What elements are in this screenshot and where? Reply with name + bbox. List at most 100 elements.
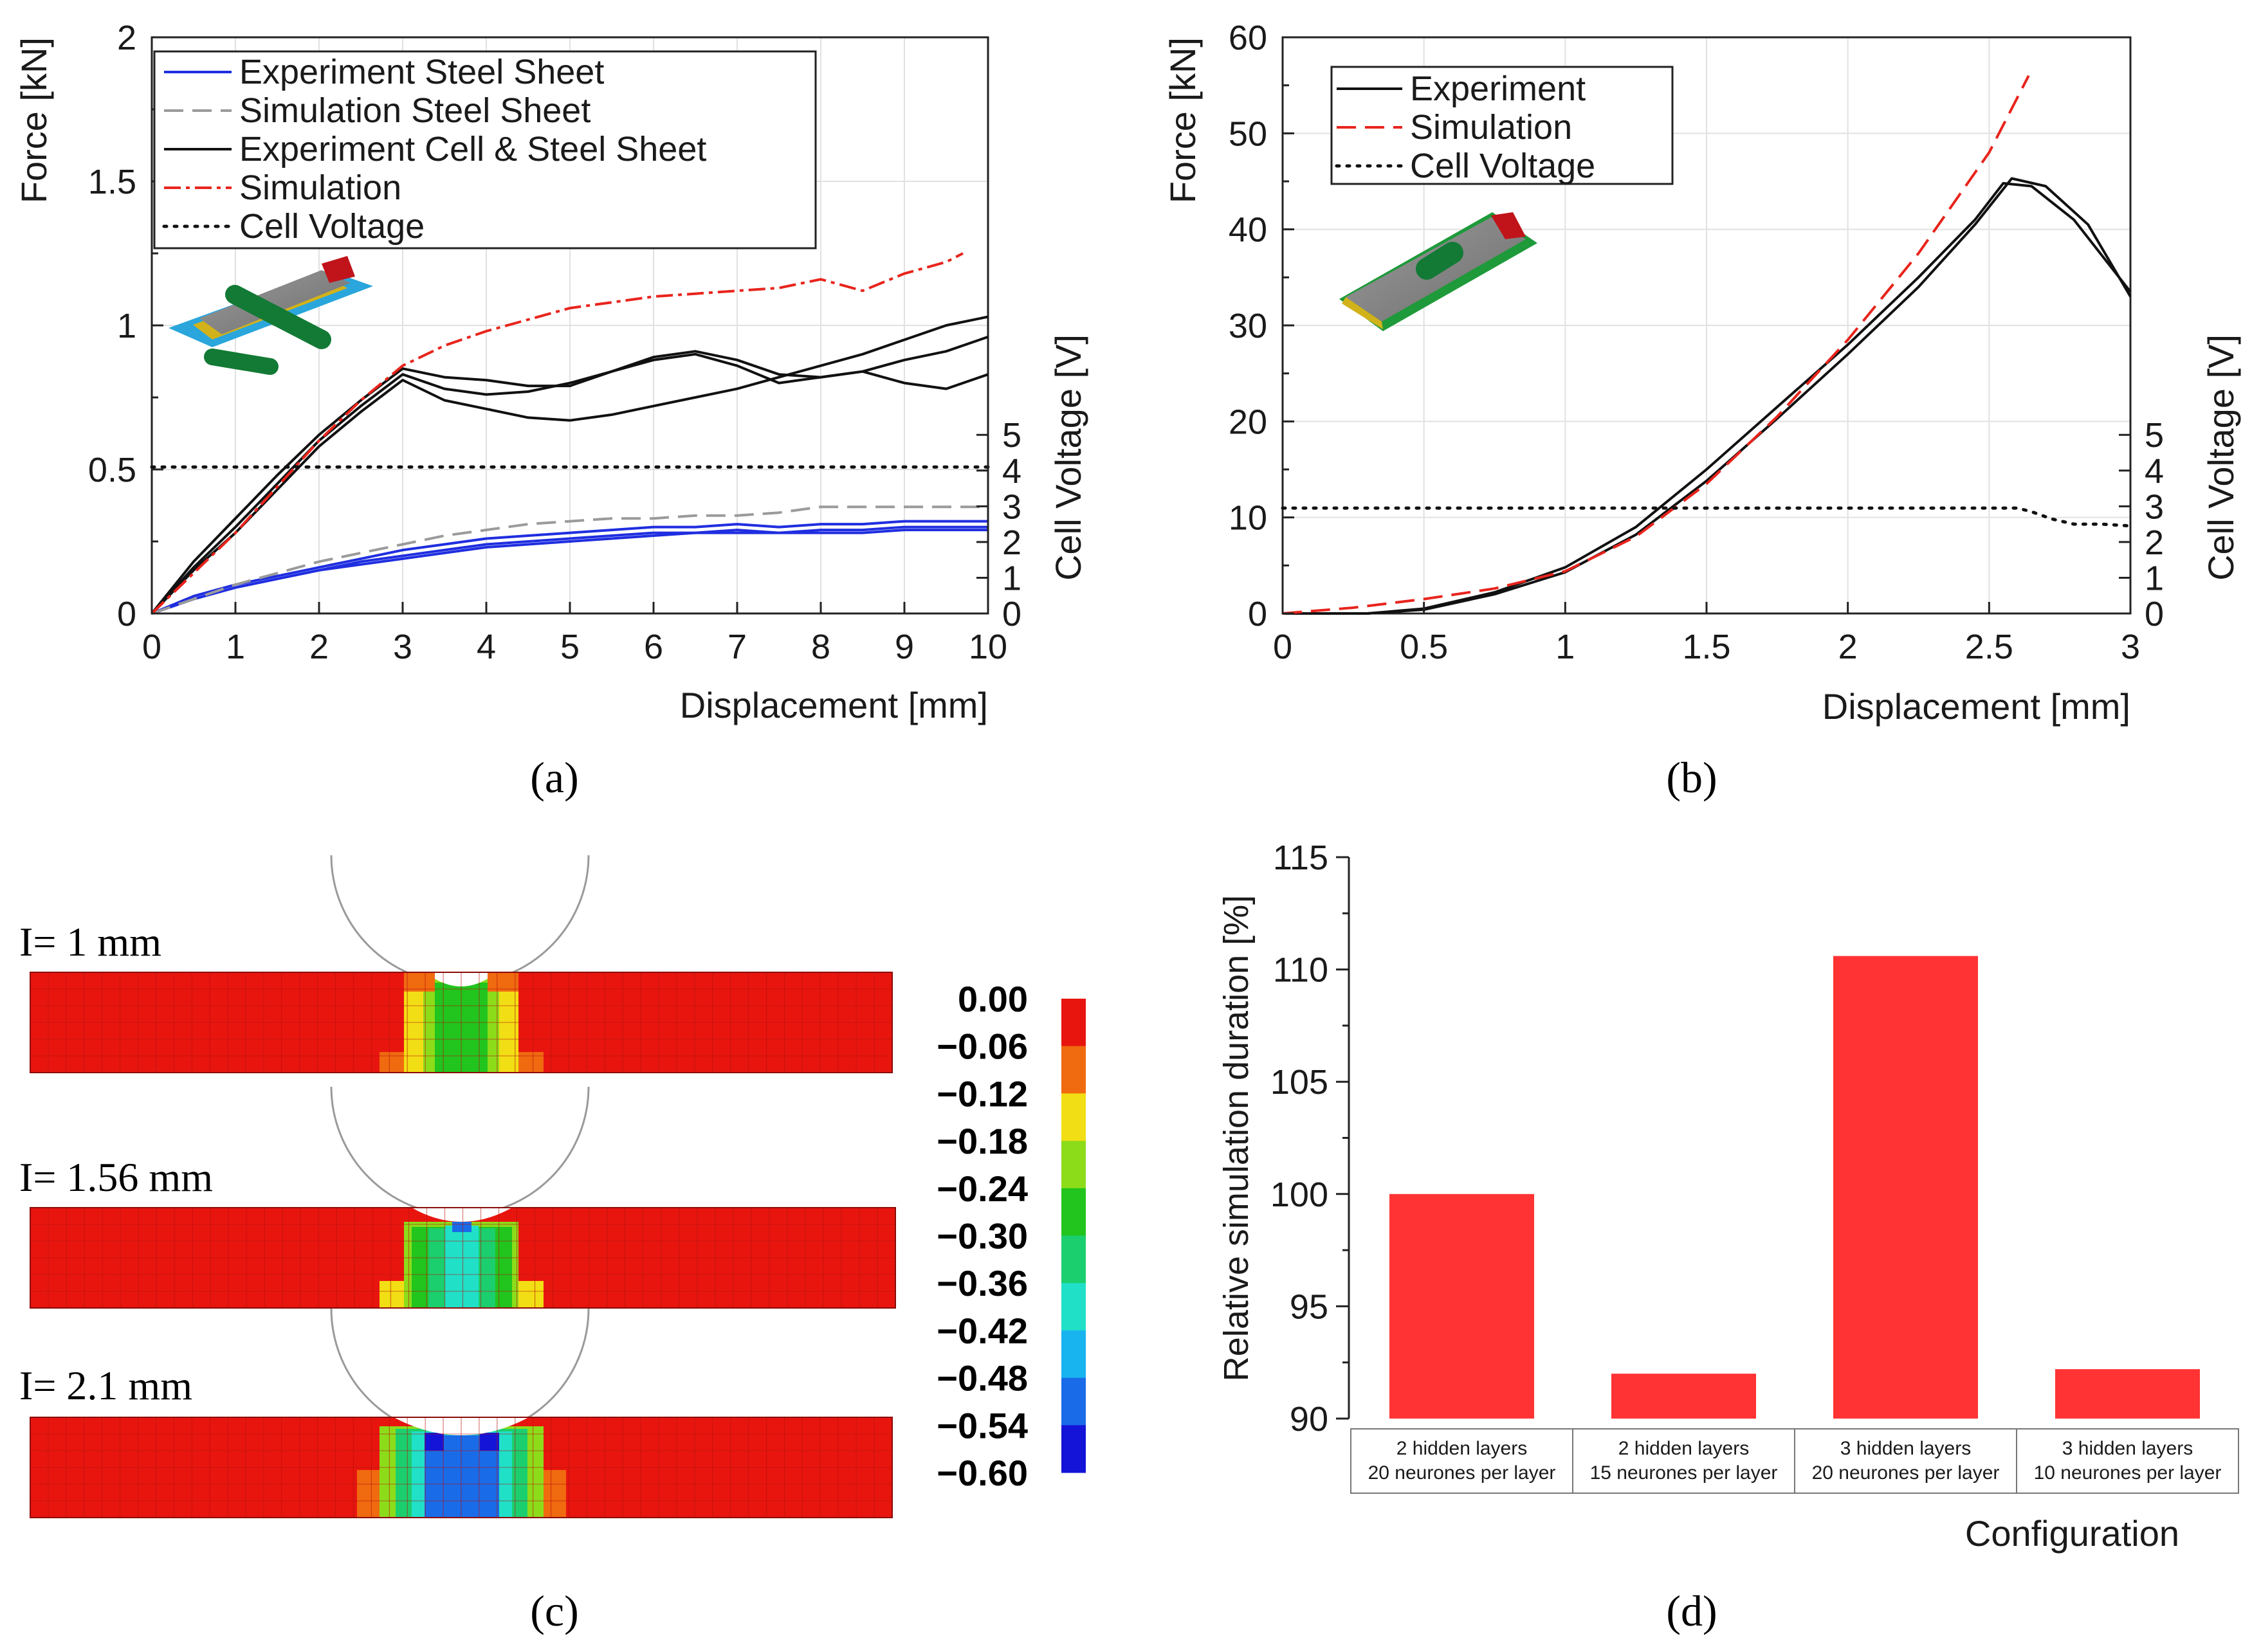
section-outline xyxy=(30,972,893,1073)
deformation-state-2 xyxy=(30,1086,896,1309)
panel-b-x-tick-label: 0.5 xyxy=(1400,628,1448,666)
panel-a-y2-tick-label: 0 xyxy=(1002,595,1021,633)
panel-a-y-ticks: 0 0.5 1 1.5 2 xyxy=(88,19,163,633)
colorbar-segment xyxy=(1061,999,1086,1047)
panel-a-y-label: Force [kN] xyxy=(14,37,54,203)
cell-terminal-b-shape xyxy=(1491,212,1526,239)
panel-d-bar-2 xyxy=(1611,1374,1756,1419)
deformation-state-3 xyxy=(30,1308,893,1518)
panel-b-y2-tick-label: 0 xyxy=(2145,595,2164,633)
panel-a-y-tick-label: 2 xyxy=(117,19,136,57)
panel-a-x-label: Displacement [mm] xyxy=(680,685,988,725)
upper-roller-shape xyxy=(225,285,331,349)
panel-d-y-tick-label: 110 xyxy=(1273,951,1328,990)
panel-b-y-label: Force [kN] xyxy=(1162,37,1203,203)
panel-c-deformation: I= 1 mm I= 1.56 mm I= 2.1 mm xyxy=(19,855,1086,1518)
colorbar-label: −0.06 xyxy=(937,1026,1028,1067)
panel-a-x-ticks: 0 1 2 3 4 5 6 7 8 9 10 xyxy=(142,602,1007,666)
state-label-3: I= 2.1 mm xyxy=(19,1363,192,1408)
panel-b-series xyxy=(1281,75,2132,615)
panel-d-category-label: 3 hidden layers xyxy=(1840,1438,1971,1459)
panel-b-series-3-run-1 xyxy=(1281,506,2132,528)
panel-b-y-tick-label: 50 xyxy=(1229,114,1267,153)
panel-b-legend-item-2: Simulation xyxy=(1410,108,1572,147)
panel-d-category-table: 2 hidden layers 20 neurones per layer 2 hi… xyxy=(1350,1428,2239,1494)
panel-a-x-tick-label: 6 xyxy=(644,628,663,666)
panel-b-y2-label: Cell Voltage [V] xyxy=(2201,334,2241,581)
indent-cut-2 xyxy=(412,1208,512,1222)
panel-a-series-4-run-1 xyxy=(151,252,964,615)
panel-b-y-tick-label: 60 xyxy=(1229,19,1267,57)
panel-c-colorbar-labels: 0.00 −0.06 −0.12 −0.18 −0.24 −0.30 −0.36 −0.42 −… xyxy=(937,979,1028,1493)
panel-b-legend-item-1: Experiment xyxy=(1410,69,1586,108)
panel-b-y-tick-label: 40 xyxy=(1229,211,1267,250)
mesh-3 xyxy=(30,1417,893,1518)
panel-b-y-tick-label: 20 xyxy=(1229,403,1267,441)
panel-a-x-tick-label: 3 xyxy=(393,628,412,666)
cell-terminal-shape xyxy=(322,256,355,283)
panel-d-bar-3 xyxy=(1833,956,1978,1419)
colorbar-label: −0.60 xyxy=(937,1453,1028,1493)
colorbar-label: −0.24 xyxy=(937,1168,1028,1209)
colorbar-label: −0.48 xyxy=(937,1358,1028,1399)
panel-d-y-tick-label: 105 xyxy=(1270,1063,1328,1102)
colorbar-label: −0.30 xyxy=(937,1216,1028,1257)
mesh-1 xyxy=(30,972,893,1073)
panel-a-legend-item-4: Simulation xyxy=(239,168,401,207)
colorbar-segment xyxy=(1061,1330,1086,1379)
zone-3g xyxy=(480,1433,499,1451)
panel-a-y2-tick-label: 2 xyxy=(1002,523,1021,562)
panel-a-series-1-run-1 xyxy=(151,520,988,615)
panel-a-y-tick-label: 0.5 xyxy=(88,451,136,489)
panel-b-x-tick-label: 1.5 xyxy=(1682,628,1730,666)
panel-a-x-tick-label: 7 xyxy=(728,628,747,666)
panel-b-x-tick-label: 1 xyxy=(1555,628,1575,666)
panel-d-y-tick-label: 100 xyxy=(1270,1175,1328,1214)
panel-b-x-tick-label: 3 xyxy=(2121,628,2140,666)
panel-a-y-tick-label: 1.5 xyxy=(88,163,136,201)
colorbar-segment xyxy=(1061,1141,1086,1189)
panel-d-bar-1 xyxy=(1389,1194,1534,1419)
panel-a-y-tick-label: 1 xyxy=(117,307,136,345)
panel-d-category-label: 20 neurones per layer xyxy=(1812,1462,2000,1484)
section-outline xyxy=(30,1207,896,1309)
colorbar-label: −0.54 xyxy=(937,1405,1028,1446)
indenter-shape xyxy=(1416,242,1463,280)
indenter-outline-1 xyxy=(330,855,590,985)
panel-a-series-3-run-2 xyxy=(151,352,989,615)
cell-body-shape xyxy=(199,270,351,334)
lower-roller-shape xyxy=(204,349,279,375)
panel-d-category-label: 3 hidden layers xyxy=(2062,1438,2193,1459)
colorbar-segment xyxy=(1061,1377,1086,1426)
panel-b-y-tick-label: 10 xyxy=(1229,499,1267,538)
panel-b-y2-tick-label: 5 xyxy=(2145,416,2164,455)
panel-b-x-ticks: 0 0.5 1 1.5 2 2.5 3 xyxy=(1273,602,2140,666)
panel-a-x-tick-label: 2 xyxy=(309,628,329,666)
panel-a-y2-tick-label: 1 xyxy=(1002,559,1021,597)
panel-a-series-1-run-3 xyxy=(151,529,988,615)
zone-1f xyxy=(488,972,518,992)
panel-b-y2-tick-label: 1 xyxy=(2145,559,2164,597)
panel-d-label: (d) xyxy=(1666,1586,1717,1635)
colorbar-segment xyxy=(1061,1425,1086,1473)
panel-d-y-tick-label: 115 xyxy=(1273,839,1328,877)
panel-b-x-tick-label: 2 xyxy=(1838,628,1858,666)
panel-b-y-tick-label: 0 xyxy=(1248,595,1267,633)
panel-a-x-tick-label: 9 xyxy=(895,628,914,666)
panel-d-category-label: 2 hidden layers xyxy=(1618,1438,1749,1459)
panel-a-y2-label: Cell Voltage [V] xyxy=(1048,334,1088,581)
panel-b-x-label: Displacement [mm] xyxy=(1822,686,2130,727)
colorbar-label: 0.00 xyxy=(958,979,1028,1019)
colorbar-segment xyxy=(1061,1046,1086,1094)
panel-a-setup-illustration xyxy=(169,256,373,375)
panel-b-legend: Experiment Simulation Cell Voltage xyxy=(1330,66,1674,185)
panel-b-label: (b) xyxy=(1666,753,1717,802)
panel-b-y-tick-label: 30 xyxy=(1229,307,1267,345)
colorbar-segment xyxy=(1061,1283,1086,1331)
panel-a-x-tick-label: 1 xyxy=(226,628,245,666)
panel-a-series-3-run-3 xyxy=(151,315,989,615)
